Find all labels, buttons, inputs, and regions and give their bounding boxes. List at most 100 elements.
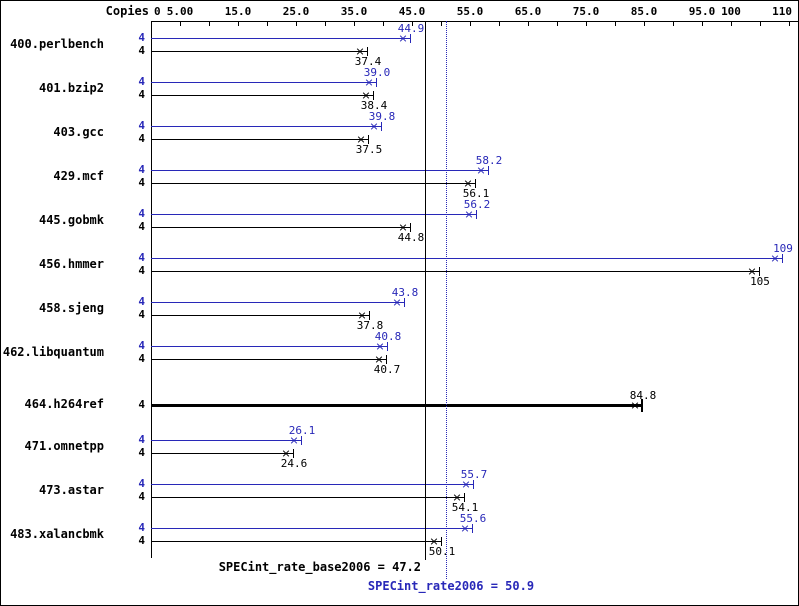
x-axis-tick	[673, 21, 674, 26]
bar-end-cap	[441, 537, 442, 546]
bar-end-cap	[473, 480, 474, 489]
benchmark-label: 483.xalancbmk	[10, 527, 104, 541]
result-bar	[151, 524, 473, 533]
copies-value: 4	[138, 163, 145, 176]
bar-end-cap	[782, 254, 783, 263]
copies-value: 4	[138, 264, 145, 277]
value-label: 39.0	[363, 66, 391, 79]
x-axis-tick	[586, 21, 587, 26]
bar-end-cap	[641, 399, 643, 412]
copies-value: 4	[138, 44, 145, 57]
benchmark-label: 445.gobmk	[38, 213, 104, 227]
copies-value: 4	[138, 132, 145, 145]
copies-value: 4	[138, 75, 145, 88]
copies-value: 4	[138, 207, 145, 220]
result-bar	[151, 342, 388, 351]
result-bar	[151, 254, 783, 263]
benchmark-label: 471.omnetpp	[24, 439, 104, 453]
result-bar	[151, 122, 382, 131]
bar-end-cap	[301, 436, 302, 445]
value-label: 43.8	[391, 286, 419, 299]
value-label: 26.1	[288, 424, 316, 437]
x-axis-tick-label: 25.0	[282, 5, 310, 18]
benchmark-label: 400.perlbench	[10, 37, 104, 51]
bar-end-cap	[293, 449, 294, 458]
benchmark-label: 401.bzip2	[38, 81, 104, 95]
benchmark-label: 458.sjeng	[38, 301, 104, 315]
value-label: 44.8	[397, 231, 425, 244]
value-label: 84.8	[629, 389, 657, 402]
copies-value: 4	[138, 176, 145, 189]
bar-end-cap	[381, 122, 382, 131]
value-label: 55.6	[459, 512, 487, 525]
bar-end-cap	[464, 493, 465, 502]
x-axis-tick-label: 5.00	[166, 5, 194, 18]
bar-end-cap	[759, 267, 760, 276]
result-bar	[151, 223, 411, 232]
result-bar	[151, 78, 377, 87]
x-axis-tick	[296, 21, 297, 26]
bar-end-cap	[373, 91, 374, 100]
bar-end-cap	[367, 47, 368, 56]
copies-value: 4	[138, 308, 145, 321]
x-axis-tick	[760, 21, 761, 26]
result-bar	[151, 298, 405, 307]
bar-end-cap	[387, 342, 388, 351]
x-axis-tick	[615, 21, 616, 26]
copies-value: 4	[138, 295, 145, 308]
result-bar	[151, 493, 465, 502]
x-axis-tick	[354, 21, 355, 26]
value-label: 56.1	[462, 187, 490, 200]
bar-end-cap	[410, 223, 411, 232]
x-axis-tick	[731, 21, 732, 26]
value-label: 37.8	[356, 319, 384, 332]
x-axis-tick-label: 35.0	[340, 5, 368, 18]
x-axis-tick	[470, 21, 471, 26]
bar-end-cap	[376, 78, 377, 87]
bar-end-cap	[475, 179, 476, 188]
result-bar	[151, 311, 370, 320]
result-bar	[151, 267, 760, 276]
copies-value: 4	[138, 339, 145, 352]
reference-line-base	[425, 21, 426, 560]
x-axis-tick	[789, 21, 790, 26]
result-bar	[151, 355, 387, 364]
x-axis-tick	[412, 21, 413, 26]
copies-value: 4	[138, 220, 145, 233]
value-label: 50.1	[428, 545, 456, 558]
x-axis-tick	[383, 21, 384, 26]
x-axis-tick-label: 110	[772, 5, 792, 18]
x-axis-tick-label: 55.0	[456, 5, 484, 18]
bar-end-cap	[369, 311, 370, 320]
benchmark-label: 429.mcf	[53, 169, 104, 183]
x-axis-tick	[238, 21, 239, 26]
bar-end-cap	[386, 355, 387, 364]
x-axis-tick-label: 85.0	[630, 5, 658, 18]
value-label: 58.2	[475, 154, 503, 167]
value-label: 39.8	[368, 110, 396, 123]
value-label: 40.8	[374, 330, 402, 343]
reference-label-peak: SPECint_rate2006 = 50.9	[367, 579, 535, 593]
value-label: 40.7	[373, 363, 401, 376]
copies-value: 4	[138, 521, 145, 534]
copies-value: 4	[138, 398, 145, 411]
x-axis-tick	[499, 21, 500, 26]
value-label: 56.2	[463, 198, 491, 211]
x-axis-tick	[180, 21, 181, 26]
result-bar	[151, 436, 302, 445]
x-axis-tick	[702, 21, 703, 26]
copies-value: 4	[138, 31, 145, 44]
x-axis-tick-label: 0	[154, 5, 161, 18]
result-bar	[151, 179, 476, 188]
result-bar	[151, 47, 368, 56]
x-axis-tick	[209, 21, 210, 26]
bar-end-cap	[472, 524, 473, 533]
benchmark-label: 462.libquantum	[2, 345, 104, 359]
bar-end-cap	[476, 210, 477, 219]
result-bar	[151, 399, 643, 412]
copies-value: 4	[138, 88, 145, 101]
result-bar	[151, 91, 374, 100]
copies-value: 4	[138, 251, 145, 264]
benchmark-label: 403.gcc	[53, 125, 104, 139]
x-axis-tick-label: 95.0	[688, 5, 716, 18]
